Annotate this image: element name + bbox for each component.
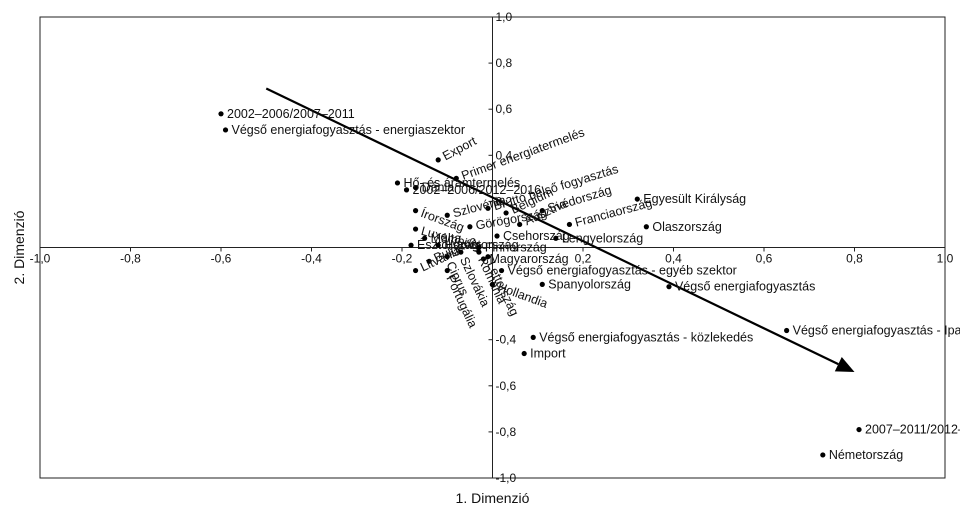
x-tick-label: -1,0 — [30, 252, 51, 266]
x-tick-label: 0,8 — [846, 252, 863, 266]
data-point — [489, 281, 496, 287]
x-tick-label: -0,4 — [301, 252, 322, 266]
data-point — [408, 242, 414, 248]
y-tick-label: 0,8 — [496, 56, 513, 70]
data-point — [634, 196, 640, 202]
y-tick-label: -0,4 — [496, 333, 517, 347]
x-tick-label: 0,6 — [756, 252, 773, 266]
data-point-label: Magyarország — [489, 252, 568, 266]
data-point — [218, 111, 224, 117]
data-point — [856, 426, 862, 433]
data-point — [426, 258, 432, 264]
data-point — [517, 221, 523, 228]
y-axis-title: 2. Dimenzió — [11, 210, 27, 284]
data-point — [435, 242, 441, 248]
data-point-label: Olaszország — [652, 220, 722, 234]
data-point — [503, 210, 509, 216]
data-point — [530, 334, 536, 340]
data-point — [412, 267, 419, 274]
data-point — [521, 350, 527, 357]
y-tick-label: 1,0 — [496, 10, 513, 24]
data-point — [458, 249, 464, 255]
data-point — [643, 224, 649, 230]
x-tick-label: -0,6 — [211, 252, 232, 266]
data-point-label: Finnország — [485, 241, 547, 255]
data-point-label: Végső energiafogyasztás — [675, 280, 815, 294]
data-point — [485, 205, 491, 211]
data-point-label: Dánia — [422, 181, 455, 195]
data-point — [422, 235, 428, 241]
data-point — [553, 235, 559, 241]
data-point — [453, 175, 459, 181]
y-tick-label: -0,8 — [496, 425, 517, 439]
data-point — [476, 249, 482, 255]
y-tick-label: -1,0 — [496, 471, 517, 485]
data-point-label: Észtország — [417, 237, 479, 252]
x-axis-title: 1. Dimenzió — [456, 490, 530, 506]
x-tick-label: -0,2 — [392, 252, 413, 266]
data-point — [476, 244, 482, 251]
data-point — [566, 221, 573, 228]
data-point — [784, 327, 790, 334]
data-point-label: Import — [530, 347, 566, 361]
data-point — [412, 208, 419, 214]
data-point-label: Hő- és áramtermelés — [403, 176, 520, 190]
data-point-label: Spanyolország — [548, 277, 631, 291]
data-point — [494, 233, 500, 239]
x-tick-label: -0,8 — [120, 252, 141, 266]
trend-arrow-line — [265, 87, 839, 366]
data-point — [444, 212, 450, 218]
data-point — [480, 256, 487, 262]
data-point — [467, 224, 473, 230]
data-point-label: Végső energiafogyasztás - energiaszektor — [232, 123, 465, 137]
data-point — [539, 208, 545, 214]
data-point-label: Lengyelország — [562, 231, 643, 245]
data-point — [222, 127, 229, 133]
data-point — [820, 452, 826, 458]
data-point — [498, 267, 505, 274]
data-point — [444, 254, 450, 260]
data-point-label: Végső energiafogyasztás - egyéb szektor — [508, 264, 737, 278]
x-tick-label: 1,0 — [937, 252, 954, 266]
data-point-label: Primer energiatermelés — [460, 125, 587, 183]
data-point-label: 2007–2011/2012–2016 — [865, 423, 960, 437]
data-point — [539, 281, 545, 287]
data-point — [403, 187, 410, 193]
data-point — [444, 267, 450, 274]
data-point-label: Málta — [431, 231, 462, 245]
data-point — [412, 226, 419, 232]
data-point — [435, 157, 441, 163]
data-point — [485, 254, 491, 260]
y-tick-label: 0,4 — [496, 148, 513, 162]
data-point — [666, 284, 672, 290]
x-tick-label: 0,2 — [575, 252, 592, 266]
data-point-label: Végső energiafogyasztás - közlekedés — [539, 330, 753, 344]
data-point-label: Csehország — [503, 229, 570, 243]
y-tick-label: -0,6 — [496, 379, 517, 393]
x-tick-label: 0,4 — [665, 252, 682, 266]
data-point — [394, 180, 401, 186]
data-point-label: Végső energiafogyasztás - Ipar — [793, 323, 960, 337]
data-point-label: 2002–2006/2012–2016 — [413, 183, 542, 197]
trend-arrow-head — [834, 356, 855, 372]
y-tick-label: 0,6 — [496, 102, 513, 116]
data-point-label: Egyesült Királyság — [643, 192, 746, 206]
data-point-label: Export — [440, 134, 479, 164]
data-point — [412, 184, 419, 191]
data-point-label: 2002–2006/2007–2011 — [227, 107, 355, 121]
data-point-label: Horvátország — [444, 238, 518, 252]
data-point-label: Németország — [829, 448, 903, 462]
